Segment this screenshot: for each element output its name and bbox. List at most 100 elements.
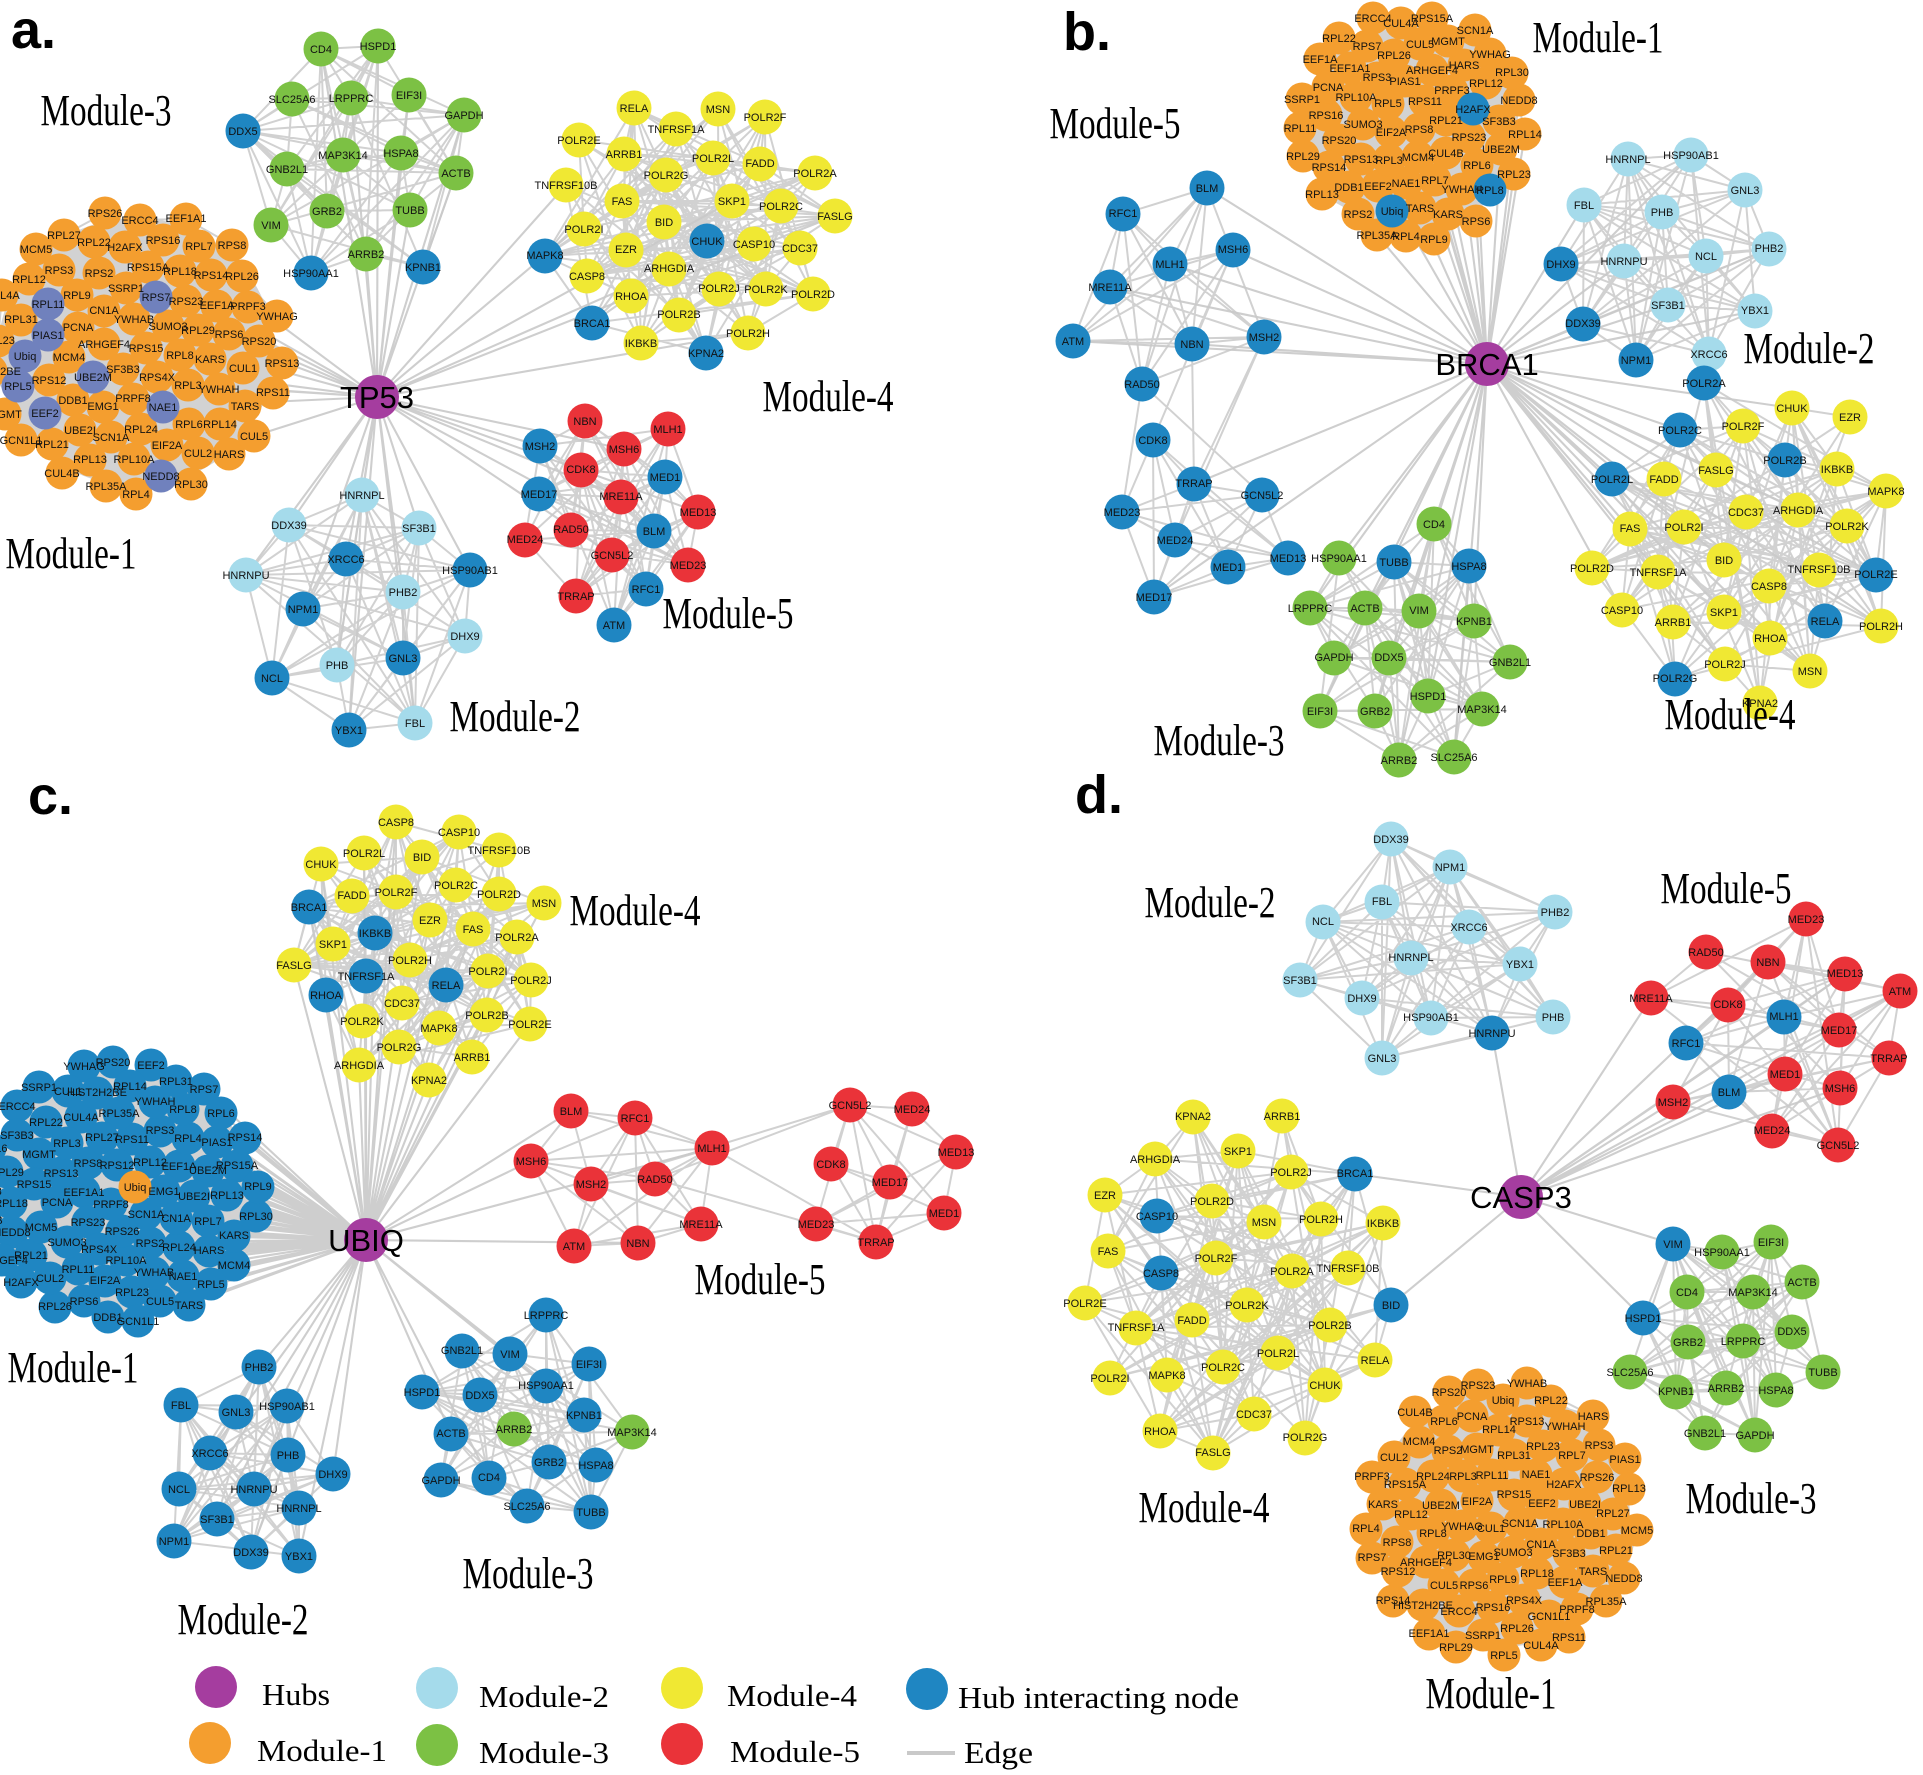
svg-text:NEDD8: NEDD8 [142,471,179,483]
svg-text:CUL4B: CUL4B [1397,1407,1432,1419]
svg-text:RPL26: RPL26 [1500,1623,1534,1635]
svg-text:GNL3: GNL3 [389,653,418,665]
svg-text:FAS: FAS [1098,1246,1119,1258]
svg-text:PIAS1: PIAS1 [1609,1454,1640,1466]
svg-text:EZR: EZR [1839,412,1861,424]
svg-text:NCL: NCL [261,673,283,685]
svg-text:MAP3K14: MAP3K14 [1728,1287,1778,1299]
svg-text:KPNB1: KPNB1 [405,262,441,274]
svg-text:Module-1: Module-1 [6,529,137,578]
svg-text:ERCC4: ERCC4 [1440,1606,1477,1618]
svg-text:DDB1: DDB1 [93,1312,122,1324]
svg-text:CN1A: CN1A [1526,1539,1556,1551]
svg-text:RPS7: RPS7 [1353,41,1382,53]
svg-text:RPL3: RPL3 [174,380,202,392]
svg-text:FADD: FADD [1177,1315,1206,1327]
svg-text:RPS20: RPS20 [1432,1387,1467,1399]
svg-text:FBL: FBL [1372,896,1392,908]
svg-text:UBE2I: UBE2I [1569,1499,1601,1511]
svg-text:GCN5L2: GCN5L2 [1817,1140,1860,1152]
svg-text:NEDD8: NEDD8 [0,1227,31,1239]
svg-text:MSN: MSN [532,898,557,910]
svg-text:Module-4: Module-4 [1665,690,1796,739]
svg-text:HIST2H2BE: HIST2H2BE [1393,1600,1453,1612]
svg-text:SSRP1: SSRP1 [1465,1630,1501,1642]
svg-text:POLR2I: POLR2I [564,224,603,236]
svg-text:RPS26: RPS26 [1580,1472,1615,1484]
svg-text:KARS: KARS [1368,1499,1398,1511]
svg-text:MED23: MED23 [1104,507,1141,519]
svg-text:RPL21: RPL21 [14,1250,48,1262]
svg-text:EEF1A: EEF1A [1548,1577,1584,1589]
svg-text:SF3B3: SF3B3 [106,364,140,376]
svg-text:MED13: MED13 [680,507,717,519]
svg-text:YBX1: YBX1 [285,1551,313,1563]
svg-text:RPS13: RPS13 [1510,1416,1545,1428]
svg-text:ARHGDIA: ARHGDIA [334,1060,385,1072]
svg-text:Module-3: Module-3 [41,86,172,135]
svg-text:RPL35A: RPL35A [1586,1596,1628,1608]
svg-text:POLR2B: POLR2B [1308,1320,1351,1332]
svg-text:HIST2H2BE: HIST2H2BE [67,1087,127,1099]
svg-text:TNFRSF1A: TNFRSF1A [338,971,396,983]
svg-text:RPL7: RPL7 [185,241,213,253]
svg-text:SCN1A: SCN1A [1502,1518,1539,1530]
svg-text:YWHAG: YWHAG [256,311,298,323]
svg-text:DHX9: DHX9 [1347,993,1376,1005]
svg-text:POLR2L: POLR2L [1591,474,1633,486]
svg-text:POLR2F: POLR2F [744,112,787,124]
svg-text:POLR2J: POLR2J [698,283,740,295]
svg-text:HSP90AB1: HSP90AB1 [1403,1012,1459,1024]
svg-text:BLM: BLM [560,1106,583,1118]
svg-text:MAP3K14: MAP3K14 [318,150,368,162]
svg-text:POLR2K: POLR2K [744,284,788,296]
svg-text:RPL35A: RPL35A [1357,230,1399,242]
svg-text:POLR2K: POLR2K [340,1016,384,1028]
svg-text:RPS7: RPS7 [142,292,171,304]
svg-text:MLH1: MLH1 [1769,1011,1798,1023]
svg-text:SF3B3: SF3B3 [1482,116,1516,128]
svg-text:PHB2: PHB2 [1541,907,1570,919]
svg-text:TP53: TP53 [340,380,414,415]
svg-text:EIF3I: EIF3I [576,1359,602,1371]
svg-text:H2AFX: H2AFX [3,1277,39,1289]
svg-text:POLR2K: POLR2K [1225,1300,1269,1312]
svg-text:CASP8: CASP8 [378,817,414,829]
svg-text:EEF2: EEF2 [31,408,59,420]
svg-text:FADD: FADD [1649,474,1678,486]
svg-text:EEF1A1: EEF1A1 [1409,1628,1450,1640]
svg-text:EIF2A: EIF2A [1376,127,1407,139]
svg-text:MED13: MED13 [1827,968,1864,980]
svg-text:SSRP1: SSRP1 [1284,94,1320,106]
svg-text:TNFRSF10B: TNFRSF10B [468,845,531,857]
svg-text:POLR2D: POLR2D [1190,1196,1234,1208]
svg-text:HSPD1: HSPD1 [1410,691,1447,703]
svg-text:POLR2D: POLR2D [477,889,521,901]
svg-text:MAP3K14: MAP3K14 [607,1427,657,1439]
svg-text:POLR2C: POLR2C [1201,1362,1245,1374]
svg-text:RPL10A: RPL10A [106,1255,148,1267]
svg-text:MED24: MED24 [894,1104,931,1116]
svg-text:c.: c. [28,766,73,826]
svg-text:ARRB1: ARRB1 [454,1052,491,1064]
svg-text:POLR2I: POLR2I [468,966,507,978]
svg-text:ARHGEF4: ARHGEF4 [0,1255,28,1267]
svg-text:HNRNPU: HNRNPU [230,1484,277,1496]
svg-text:SF3B3: SF3B3 [1552,1548,1586,1560]
svg-text:ATM: ATM [1889,986,1911,998]
svg-text:GCN1L1: GCN1L1 [117,1316,160,1328]
svg-text:RPS23: RPS23 [169,296,204,308]
svg-text:RPL9: RPL9 [63,290,91,302]
svg-text:HSPD1: HSPD1 [360,41,397,53]
svg-text:XRCC6: XRCC6 [191,1448,228,1460]
svg-text:HARS: HARS [1449,60,1480,72]
svg-text:PRPF3: PRPF3 [1434,85,1469,97]
svg-text:NAE1: NAE1 [149,402,178,414]
svg-text:MAPK8: MAPK8 [526,250,563,262]
svg-text:POLR2J: POLR2J [510,975,552,987]
svg-text:LRPPRC: LRPPRC [1721,1336,1766,1348]
svg-text:Module-4: Module-4 [1139,1483,1270,1532]
svg-text:NBN: NBN [1756,957,1779,969]
svg-text:VIM: VIM [261,220,281,232]
svg-text:YWHAB: YWHAB [134,1267,174,1279]
